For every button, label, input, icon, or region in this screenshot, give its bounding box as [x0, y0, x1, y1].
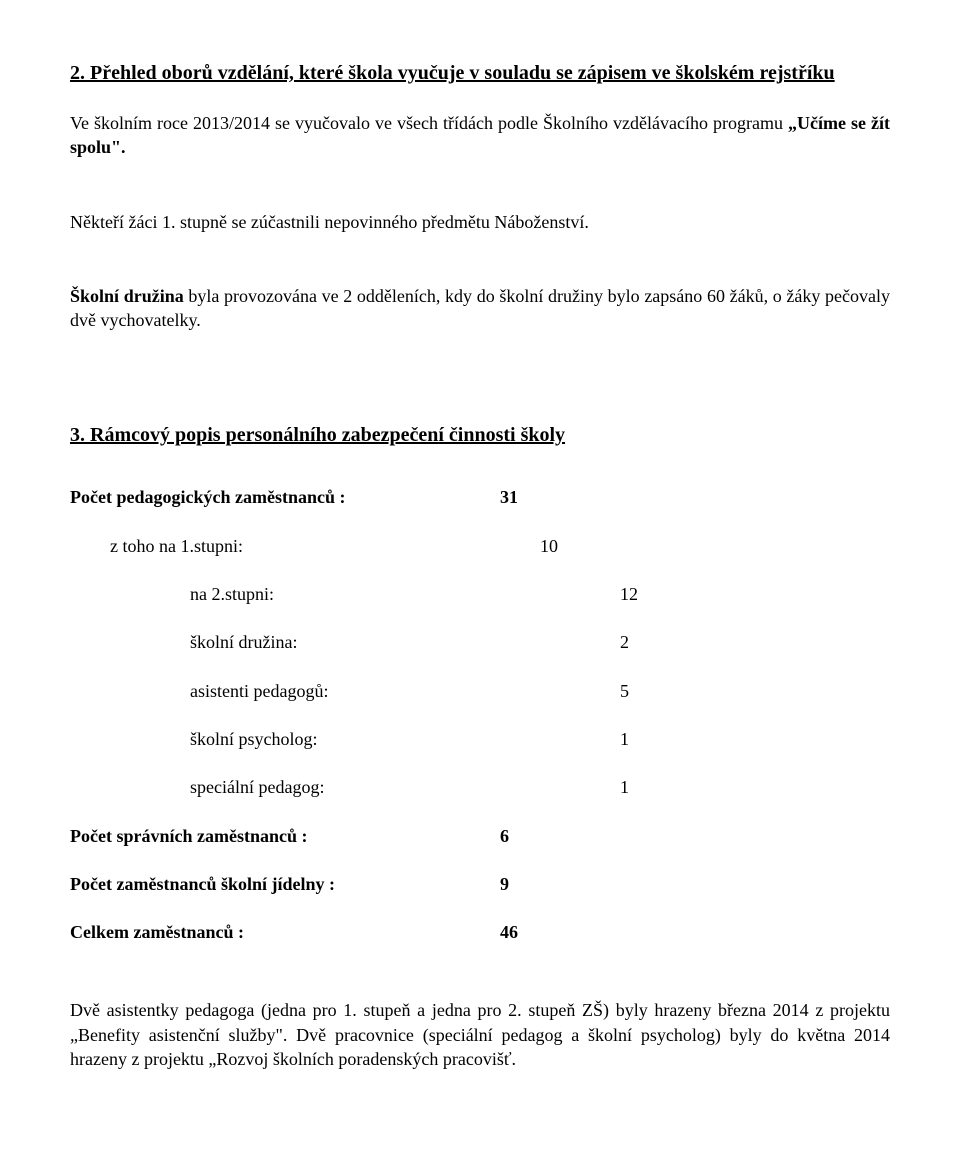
- staff-row: z toho na 1.stupni: 10: [70, 534, 890, 558]
- staff-label: Celkem zaměstnanců :: [70, 920, 500, 944]
- staff-row: Počet pedagogických zaměstnanců : 31: [70, 485, 890, 509]
- section2-para3: Školní družina byla provozována ve 2 odd…: [70, 284, 890, 333]
- section2-heading: 2. Přehled oborů vzdělání, které škola v…: [92, 60, 890, 87]
- staff-label: z toho na 1.stupni:: [70, 534, 540, 558]
- staff-value: 10: [540, 534, 558, 558]
- staff-value: 31: [500, 485, 518, 509]
- staff-label: speciální pedagog:: [70, 775, 620, 799]
- staff-value: 46: [500, 920, 518, 944]
- section2-para3-bold: Školní družina: [70, 286, 184, 306]
- staff-row: Celkem zaměstnanců : 46: [70, 920, 890, 944]
- section3-heading: 3. Rámcový popis personálního zabezpečen…: [92, 422, 890, 449]
- staff-label: Počet zaměstnanců školní jídelny :: [70, 872, 500, 896]
- section3-footer: Dvě asistentky pedagoga (jedna pro 1. st…: [70, 998, 890, 1071]
- staff-row: Počet zaměstnanců školní jídelny : 9: [70, 872, 890, 896]
- staff-row: speciální pedagog: 1: [70, 775, 890, 799]
- staff-label: školní psycholog:: [70, 727, 620, 751]
- staff-row: Počet správních zaměstnanců : 6: [70, 824, 890, 848]
- staff-label: Počet pedagogických zaměstnanců :: [70, 485, 500, 509]
- staff-row: na 2.stupni: 12: [70, 582, 890, 606]
- staff-value: 9: [500, 872, 509, 896]
- staff-value: 5: [620, 679, 629, 703]
- staff-label: školní družina:: [70, 630, 620, 654]
- staff-row: školní družina: 2: [70, 630, 890, 654]
- staff-value: 12: [620, 582, 638, 606]
- staff-label: asistenti pedagogů:: [70, 679, 620, 703]
- staff-row: asistenti pedagogů: 5: [70, 679, 890, 703]
- staff-row: školní psycholog: 1: [70, 727, 890, 751]
- staff-label: Počet správních zaměstnanců :: [70, 824, 500, 848]
- section2-para1: Ve školním roce 2013/2014 se vyučovalo v…: [70, 111, 890, 160]
- staff-value: 1: [620, 775, 629, 799]
- section2-para2: Někteří žáci 1. stupně se zúčastnili nep…: [70, 210, 890, 234]
- staff-value: 1: [620, 727, 629, 751]
- section2-para3-rest: byla provozována ve 2 odděleních, kdy do…: [70, 286, 890, 330]
- staff-value: 2: [620, 630, 629, 654]
- staff-label: na 2.stupni:: [70, 582, 620, 606]
- staff-value: 6: [500, 824, 509, 848]
- section2-para1-pre: Ve školním roce 2013/2014 se vyučovalo v…: [70, 113, 788, 133]
